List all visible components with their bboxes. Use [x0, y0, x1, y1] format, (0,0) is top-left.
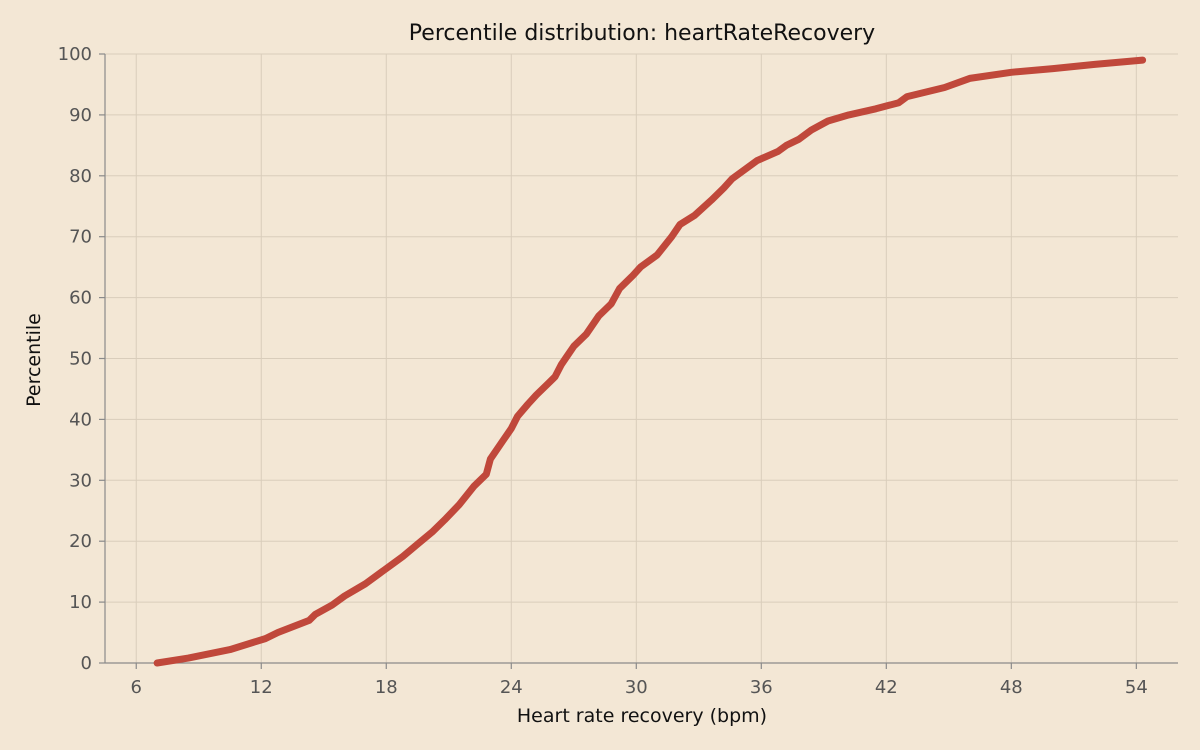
x-tick-label: 54	[1125, 677, 1148, 698]
chart-title: Percentile distribution: heartRateRecove…	[409, 21, 875, 46]
x-tick-label: 36	[750, 677, 773, 698]
x-tick-label: 30	[625, 677, 648, 698]
y-tick-label: 50	[69, 349, 92, 370]
y-tick-label: 70	[69, 227, 92, 248]
x-ticks: 6 12 18 24 30 36 42 48 54	[131, 663, 1148, 698]
y-tick-label: 100	[58, 44, 92, 65]
x-tick-label: 48	[1000, 677, 1023, 698]
x-axis-label: Heart rate recovery (bpm)	[517, 705, 767, 727]
y-tick-label: 90	[69, 105, 92, 126]
series-line	[153, 56, 1147, 667]
x-tick-label: 42	[875, 677, 898, 698]
y-tick-label: 0	[81, 653, 92, 674]
series-layer	[153, 56, 1147, 667]
x-tick-label: 18	[375, 677, 398, 698]
y-tick-label: 30	[69, 470, 92, 491]
x-tick-label: 12	[250, 677, 273, 698]
y-ticks: 0 10 20 30 40 50 60 70 80 90 100	[58, 44, 105, 674]
y-tick-label: 80	[69, 166, 92, 187]
y-tick-label: 40	[69, 409, 92, 430]
y-tick-label: 60	[69, 288, 92, 309]
x-tick-label: 24	[500, 677, 523, 698]
x-tick-label: 6	[131, 677, 142, 698]
y-tick-label: 10	[69, 592, 92, 613]
horizontal-grid-lines	[105, 53, 1178, 664]
y-tick-label: 20	[69, 531, 92, 552]
y-axis-label: Percentile	[23, 313, 45, 407]
